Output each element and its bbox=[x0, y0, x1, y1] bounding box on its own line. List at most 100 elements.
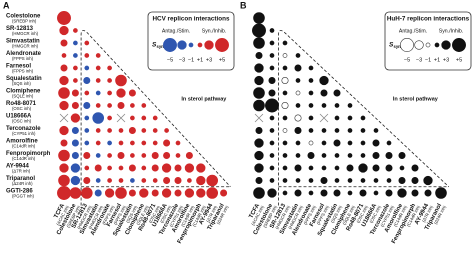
interaction-bubble bbox=[118, 140, 124, 146]
interaction-bubble bbox=[334, 115, 340, 121]
interaction-bubble bbox=[398, 152, 406, 160]
interaction-bubble bbox=[254, 138, 264, 148]
interaction-bubble bbox=[118, 178, 124, 183]
interaction-bubble bbox=[360, 153, 366, 158]
row-target: (PGGT inh) bbox=[12, 194, 34, 199]
interaction-bubble bbox=[163, 177, 171, 185]
interaction-bubble bbox=[152, 128, 158, 133]
interaction-bubble bbox=[386, 178, 392, 183]
annotation: In sterol pathway bbox=[393, 97, 439, 103]
interaction-bubble bbox=[70, 113, 81, 123]
missing-cross bbox=[116, 113, 126, 123]
legend-tick-label: −5 bbox=[404, 57, 410, 63]
interaction-bubble bbox=[308, 103, 314, 108]
interaction-bubble bbox=[254, 163, 264, 173]
interaction-bubble bbox=[107, 165, 112, 171]
legend-tick-label: −3 bbox=[179, 57, 185, 63]
interaction-bubble bbox=[59, 163, 69, 173]
interaction-bubble bbox=[360, 115, 366, 121]
interaction-bubble bbox=[347, 103, 353, 108]
interaction-bubble bbox=[295, 140, 301, 146]
interaction-bubble bbox=[411, 177, 419, 185]
interaction-bubble bbox=[94, 189, 102, 197]
interaction-bubble bbox=[84, 128, 90, 133]
interaction-bubble bbox=[294, 114, 302, 122]
interaction-bubble bbox=[334, 128, 340, 133]
interaction-bubble bbox=[269, 28, 275, 33]
interaction-bubble bbox=[308, 65, 314, 71]
interaction-bubble bbox=[320, 189, 328, 197]
row-label: Ro48-8071 bbox=[6, 101, 37, 107]
interaction-bubble bbox=[308, 190, 314, 196]
row-label: AY-9944 bbox=[6, 164, 29, 170]
missing-cross bbox=[319, 113, 329, 123]
interaction-bubble bbox=[321, 128, 327, 133]
legend-antag: Antag./Stim. bbox=[399, 28, 427, 34]
interaction-bubble bbox=[152, 178, 158, 183]
interaction-bubble bbox=[71, 152, 79, 160]
interaction-bubble bbox=[334, 153, 340, 158]
interaction-bubble bbox=[59, 125, 69, 136]
row-target: (Δ24R inh) bbox=[12, 181, 33, 186]
interaction-bubble bbox=[163, 152, 171, 160]
interaction-bubble bbox=[71, 89, 79, 97]
interaction-bubble bbox=[115, 74, 127, 87]
interaction-bubble bbox=[253, 99, 265, 112]
legend-syn: Syn./Inhib. bbox=[202, 28, 227, 34]
interaction-bubble bbox=[265, 98, 279, 113]
interaction-bubble bbox=[84, 115, 90, 121]
interaction-bubble bbox=[295, 78, 301, 83]
interaction-bubble bbox=[141, 153, 147, 158]
interaction-bubble bbox=[308, 115, 314, 121]
row-label: GGTI-286 bbox=[6, 189, 33, 195]
interaction-bubble bbox=[333, 189, 341, 197]
interaction-bubble bbox=[269, 128, 275, 133]
interaction-bubble bbox=[206, 174, 218, 187]
interaction-bubble bbox=[294, 189, 302, 197]
interaction-bubble bbox=[294, 164, 302, 172]
interaction-bubble bbox=[269, 153, 275, 158]
interaction-bubble bbox=[255, 127, 263, 135]
interaction-bubble bbox=[95, 65, 101, 71]
interaction-bubble bbox=[71, 139, 79, 147]
interaction-bubble bbox=[373, 178, 379, 183]
interaction-bubble bbox=[130, 115, 135, 121]
interaction-bubble bbox=[130, 103, 135, 108]
interaction-bubble bbox=[282, 178, 288, 183]
interaction-bubble bbox=[308, 90, 314, 96]
row-target: (C14dR inh) bbox=[12, 156, 36, 161]
legend-title: HuH-7 replicon interactions bbox=[387, 16, 470, 23]
interaction-bubble bbox=[128, 164, 136, 172]
row-label: SR-12813 bbox=[6, 26, 34, 32]
interaction-bubble bbox=[60, 139, 68, 147]
interaction-bubble bbox=[282, 65, 288, 71]
legend-syn: Syn./Inhib. bbox=[439, 28, 464, 34]
interaction-bubble bbox=[347, 128, 353, 133]
interaction-bubble bbox=[71, 102, 79, 110]
interaction-bubble bbox=[107, 103, 112, 108]
panel-label: A bbox=[3, 0, 10, 10]
interaction-bubble bbox=[399, 165, 405, 171]
interaction-bubble bbox=[84, 53, 90, 58]
interaction-bubble bbox=[255, 51, 263, 59]
interaction-bubble bbox=[373, 190, 379, 196]
interaction-bubble bbox=[84, 140, 90, 146]
interaction-bubble bbox=[175, 153, 181, 158]
interaction-bubble bbox=[347, 115, 353, 121]
interaction-bubble bbox=[84, 165, 90, 171]
interaction-bubble bbox=[347, 190, 353, 196]
interaction-bubble bbox=[269, 40, 275, 46]
interaction-bubble bbox=[141, 178, 147, 183]
interaction-bubble bbox=[141, 128, 147, 133]
interaction-bubble bbox=[308, 78, 314, 83]
interaction-bubble bbox=[73, 65, 78, 71]
interaction-bubble bbox=[118, 128, 124, 133]
row-target: (C14dR inh) bbox=[12, 144, 36, 149]
legend-tick-label: −1 bbox=[188, 57, 194, 63]
interaction-bubble bbox=[372, 164, 380, 172]
legend-scale-label: S bbox=[152, 42, 157, 49]
row-label: Alendronate bbox=[6, 51, 42, 57]
interaction-bubble bbox=[255, 177, 263, 185]
interaction-bubble bbox=[71, 127, 79, 135]
